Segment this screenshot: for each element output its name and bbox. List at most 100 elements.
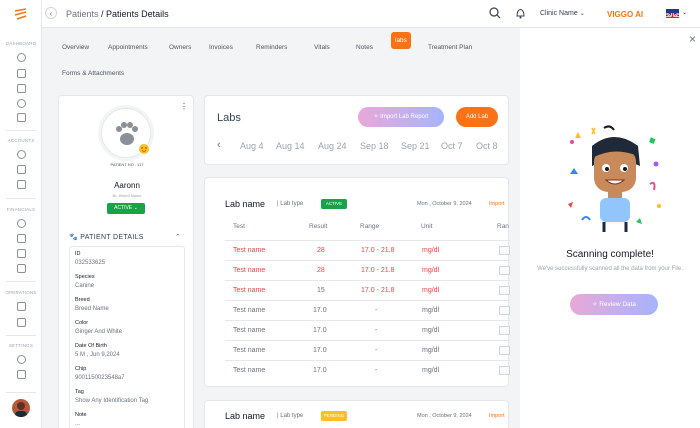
labs-header-card: Labs ✧ Import Lab Report Add Lab ‹ Aug 4… — [204, 95, 509, 165]
cell-result: 28 — [317, 247, 325, 254]
lab-card: Lab name | Lab type ACTIVE Mon , October… — [204, 177, 510, 387]
mail-icon[interactable] — [17, 318, 26, 327]
uk-flag-icon[interactable] — [666, 9, 679, 18]
inventory-icon[interactable] — [17, 180, 26, 189]
patient-breed-sub: Br- Breed Name — [112, 193, 142, 198]
paw-icon: 🐾 — [69, 234, 79, 241]
table-row[interactable]: Test name 17.0 - mg/dl — [225, 340, 510, 360]
lab-import-link[interactable]: Import — [489, 201, 505, 207]
pet-avatar[interactable] — [101, 108, 151, 158]
chevron-down-icon[interactable]: ⌄ — [682, 10, 688, 16]
tab-labs[interactable]: labs — [391, 32, 411, 49]
table-row[interactable]: Test name 17.0 - mg/dl — [225, 320, 510, 340]
status-dropdown[interactable]: ACTIVE ⌄ — [107, 203, 145, 214]
table-row[interactable]: Test name 17.0 - mg/dl — [225, 360, 510, 380]
patient-name: Aaronn — [114, 181, 140, 190]
logo-icon[interactable] — [14, 8, 28, 20]
field-value: 5 M , Jun 9,2024 — [75, 352, 120, 358]
user-icon[interactable] — [17, 150, 26, 159]
row-checkbox[interactable] — [499, 326, 510, 335]
patient-details-header[interactable]: 🐾 PATIENT DETAILS ⌃ — [69, 233, 181, 241]
lab-status-badge: PENDING — [321, 411, 347, 421]
tab-appointments[interactable]: Appointments — [108, 44, 148, 51]
tab-vitals[interactable]: Vitals — [314, 44, 330, 51]
date-chip[interactable]: Oct 8 — [476, 141, 498, 151]
dollar-icon[interactable] — [17, 249, 26, 258]
date-chip[interactable]: Sep 18 — [360, 141, 389, 151]
clinic-selector[interactable]: Clinic Name ⌄ — [540, 10, 585, 17]
tab-treatment-plan[interactable]: Treatment Plan — [428, 44, 473, 51]
review-data-button[interactable]: ✧ Review Data — [570, 294, 658, 315]
lab-date: Mon , October 9, 2024 — [417, 201, 472, 207]
row-checkbox[interactable] — [499, 286, 510, 295]
close-icon[interactable]: × — [689, 32, 697, 46]
row-checkbox[interactable] — [499, 346, 510, 355]
settings-icon[interactable] — [17, 355, 26, 364]
lab-name: Lab name — [225, 199, 266, 209]
add-lab-button[interactable]: Add Lab — [456, 107, 498, 127]
cell-range: 17.0 - 21.8 — [361, 267, 395, 274]
cell-test: Test name — [233, 267, 266, 274]
import-lab-report-button[interactable]: ✧ Import Lab Report — [358, 107, 444, 127]
search-icon[interactable] — [489, 7, 501, 19]
cell-result: 17.0 — [313, 327, 327, 334]
breadcrumb-current: / Patients Details — [101, 9, 169, 19]
box-icon[interactable] — [17, 302, 26, 311]
field-label: Breed — [75, 297, 90, 303]
breadcrumb-patients[interactable]: Patients — [66, 9, 99, 19]
field-value: Canine — [75, 283, 95, 289]
user-avatar[interactable] — [12, 399, 30, 417]
patients-icon[interactable] — [17, 69, 26, 78]
clinic-name: Clinic Name — [540, 10, 578, 17]
back-button[interactable]: ‹ — [45, 7, 57, 19]
date-chip[interactable]: Sep 21 — [401, 141, 430, 151]
date-chip[interactable]: Aug 4 — [240, 141, 264, 151]
invoice-icon[interactable] — [17, 234, 26, 243]
cell-test: Test name — [233, 347, 266, 354]
col-header-unit: Unit — [421, 223, 433, 230]
cell-unit: mg/dl — [422, 287, 440, 294]
status-label: ACTIVE — [114, 205, 133, 211]
scan-complete-title: Scanning complete! — [566, 249, 654, 260]
date-chip[interactable]: Oct 7 — [441, 141, 463, 151]
table-row[interactable]: Test name 17.0 - mg/dl — [225, 300, 510, 320]
refresh-icon[interactable] — [17, 219, 26, 228]
sidebar-section-operations: OPERATIONS — [5, 290, 37, 295]
sidebar-divider — [6, 130, 36, 131]
date-chip[interactable]: Aug 24 — [318, 141, 347, 151]
table-row[interactable]: Test name 28 17.0 - 21.8 mg/dl — [225, 260, 510, 280]
table-row[interactable]: Test name 15 17.0 - 21.8 mg/dl — [225, 280, 510, 300]
currency-icon[interactable] — [17, 264, 26, 273]
store-icon[interactable] — [17, 165, 26, 174]
lab-name: Lab name — [225, 411, 266, 421]
image-icon[interactable] — [17, 370, 26, 379]
calendar-icon[interactable] — [17, 84, 26, 93]
cell-range: - — [375, 307, 378, 314]
row-checkbox[interactable] — [499, 306, 510, 315]
date-chip[interactable]: Aug 14 — [276, 141, 305, 151]
tab-overview[interactable]: Overview — [62, 44, 90, 51]
more-options-icon[interactable]: ⋮ — [180, 102, 188, 111]
cell-test: Test name — [233, 247, 266, 254]
reports-icon[interactable] — [17, 113, 26, 122]
sidebar-section-financials: FINANCIALS — [6, 207, 36, 212]
row-checkbox[interactable] — [499, 266, 510, 275]
field-value: Breed Name — [75, 306, 109, 312]
tab-notes[interactable]: Notes — [356, 44, 373, 51]
tab-forms-attachments[interactable]: Forms & Attachments — [62, 70, 125, 77]
lab-import-link[interactable]: Import — [489, 413, 505, 419]
top-header: ‹ Patients / Patients Details Clinic Nam… — [42, 0, 700, 28]
tab-invoices[interactable]: Invoices — [209, 44, 233, 51]
bell-icon[interactable] — [515, 7, 526, 19]
tab-reminders[interactable]: Reminders — [256, 44, 288, 51]
table-row[interactable]: Test name 28 17.0 - 21.8 mg/dl — [225, 240, 510, 260]
viggo-ai-button[interactable]: VIGGO AI — [607, 10, 644, 19]
chevron-left-icon[interactable]: ‹ — [217, 139, 221, 151]
emoji-badge-icon[interactable] — [138, 143, 150, 155]
tab-owners[interactable]: Owners — [169, 44, 192, 51]
row-checkbox[interactable] — [499, 366, 510, 375]
home-icon[interactable] — [17, 53, 26, 62]
row-checkbox[interactable] — [499, 246, 510, 255]
reminder-icon[interactable] — [17, 99, 26, 108]
field-value: ... — [75, 421, 81, 427]
